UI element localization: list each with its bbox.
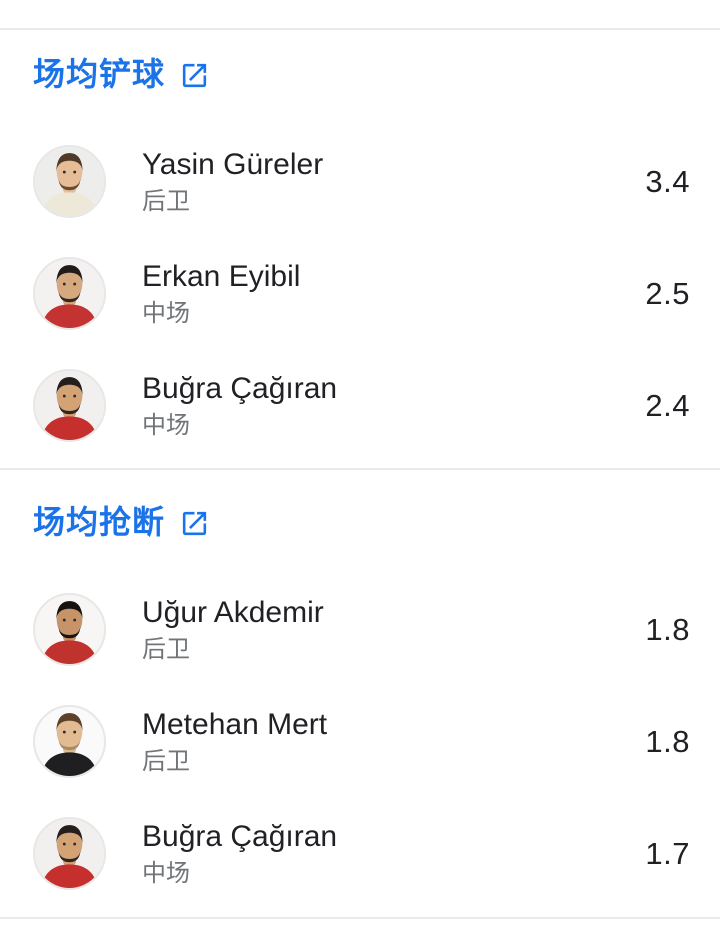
player-row[interactable]: Yasin Güreler 后卫 3.4 xyxy=(33,145,690,218)
section-tackles-per-game: 场均铲球 Yasin Güreler 后卫 3.4 xyxy=(0,54,720,442)
stat-value: 1.8 xyxy=(645,611,690,647)
bottom-divider xyxy=(0,917,720,919)
player-photo xyxy=(35,819,104,888)
section-title: 场均铲球 xyxy=(33,56,166,92)
player-info: Buğra Çağıran 中场 xyxy=(142,370,337,441)
section-title: 场均抢断 xyxy=(33,504,166,540)
player-avatar xyxy=(33,257,106,330)
player-name: Yasin Güreler xyxy=(142,148,324,181)
stat-value: 3.4 xyxy=(645,163,690,199)
player-name: Buğra Çağıran xyxy=(142,372,338,405)
player-position: 后卫 xyxy=(142,748,190,775)
player-row[interactable]: Erkan Eyibil 中场 2.5 xyxy=(33,257,690,330)
player-avatar xyxy=(33,593,106,666)
player-info: Metehan Mert 后卫 xyxy=(142,706,327,777)
player-position: 后卫 xyxy=(142,636,190,663)
player-avatar xyxy=(33,817,106,890)
player-name: Erkan Eyibil xyxy=(142,260,301,293)
player-position: 中场 xyxy=(142,860,190,887)
player-avatar xyxy=(33,145,106,218)
player-photo xyxy=(35,371,104,440)
player-avatar xyxy=(33,369,106,442)
stat-value: 2.4 xyxy=(645,387,690,423)
player-photo xyxy=(35,259,104,328)
player-position: 后卫 xyxy=(142,188,190,215)
player-position: 中场 xyxy=(142,412,190,439)
player-position: 中场 xyxy=(142,300,190,327)
open-in-new-icon xyxy=(182,63,207,88)
section-interceptions-per-game: 场均抢断 Uğur Akdemir 后卫 1.8 xyxy=(0,502,720,890)
player-info: Buğra Çağıran 中场 xyxy=(142,818,337,889)
player-row[interactable]: Buğra Çağıran 中场 2.4 xyxy=(33,369,690,442)
player-row[interactable]: Uğur Akdemir 后卫 1.8 xyxy=(33,593,690,666)
section-title-link-tackles[interactable]: 场均铲球 xyxy=(33,54,210,94)
section-divider xyxy=(0,468,720,470)
player-photo xyxy=(35,595,104,664)
player-photo xyxy=(35,147,104,216)
player-name: Buğra Çağıran xyxy=(142,820,338,853)
stat-value: 1.8 xyxy=(645,723,690,759)
player-name: Uğur Akdemir xyxy=(142,596,324,629)
player-photo xyxy=(35,707,104,776)
player-info: Erkan Eyibil 中场 xyxy=(142,258,300,329)
player-row[interactable]: Buğra Çağıran 中场 1.7 xyxy=(33,817,690,890)
top-divider xyxy=(0,28,720,30)
stat-value: 1.7 xyxy=(645,835,690,871)
player-avatar xyxy=(33,705,106,778)
player-name: Metehan Mert xyxy=(142,708,328,741)
player-info: Uğur Akdemir 后卫 xyxy=(142,594,324,665)
open-in-new-icon xyxy=(182,511,207,536)
stat-value: 2.5 xyxy=(645,275,690,311)
top-spacer xyxy=(0,0,720,28)
player-row[interactable]: Metehan Mert 后卫 1.8 xyxy=(33,705,690,778)
section-title-link-interceptions[interactable]: 场均抢断 xyxy=(33,502,210,542)
player-info: Yasin Güreler 后卫 xyxy=(142,146,323,217)
